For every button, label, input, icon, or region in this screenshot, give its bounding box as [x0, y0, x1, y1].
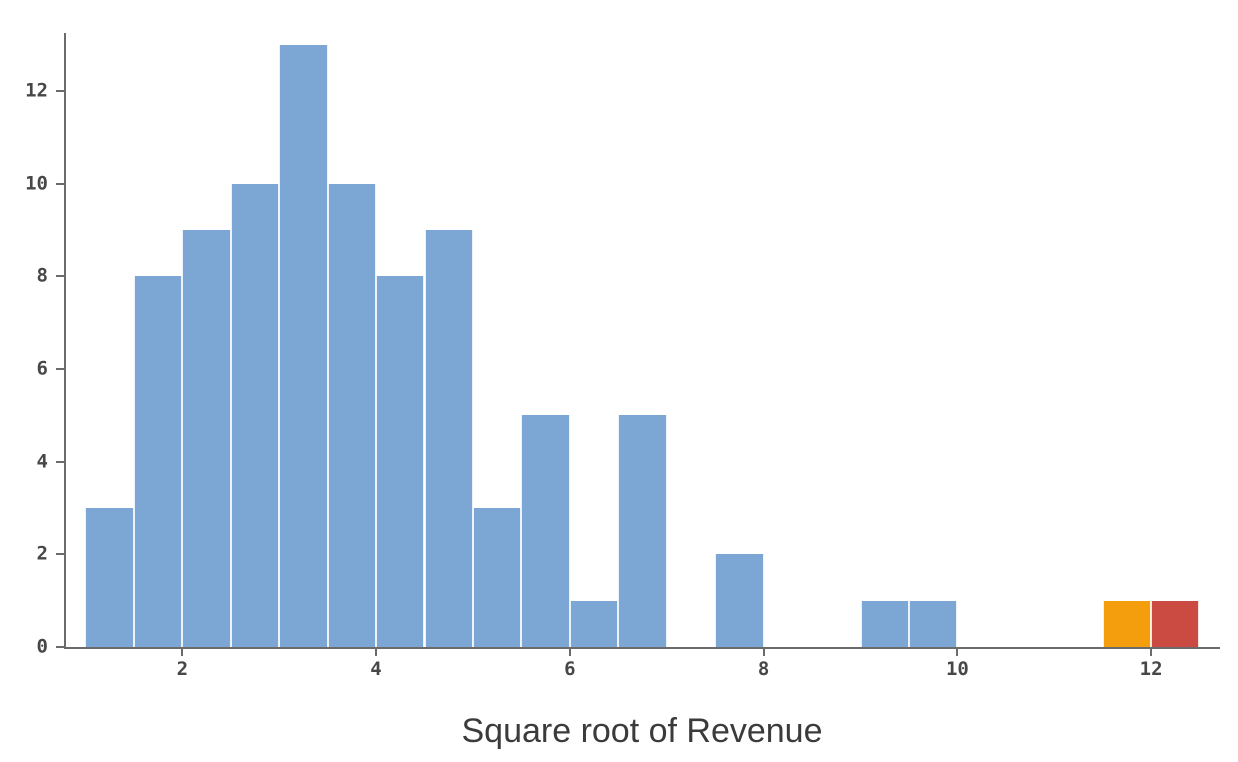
- histogram-bar-11.5-12: [1102, 600, 1152, 647]
- y-tick-label: 6: [36, 357, 48, 380]
- x-tick: [762, 649, 765, 656]
- histogram-bar-7.5-8: [715, 554, 764, 647]
- histogram-bar-6.5-7: [618, 415, 667, 647]
- y-tick-label: 0: [36, 635, 48, 658]
- histogram-bar-1.5-2: [133, 276, 183, 647]
- histogram-bar-5-5.5: [472, 508, 522, 647]
- y-tick: [56, 275, 64, 278]
- y-tick-label: 10: [25, 172, 48, 195]
- histogram-bar-2.5-3: [230, 183, 280, 647]
- x-tick-label: 2: [176, 658, 189, 680]
- y-tick-label: 4: [36, 450, 48, 473]
- y-tick: [56, 460, 64, 463]
- histogram-bar-4-4.5: [376, 276, 425, 647]
- y-tick: [56, 89, 64, 92]
- y-tick-label: 12: [25, 79, 48, 102]
- histogram-bar-9-9.5: [860, 600, 909, 647]
- x-tick: [181, 649, 184, 656]
- y-tick-label: 2: [36, 542, 48, 565]
- y-axis-line: [64, 33, 66, 649]
- x-tick: [375, 649, 377, 656]
- histogram-bar-6-6.5: [569, 600, 619, 647]
- histogram-bar-3-3.5: [279, 44, 328, 647]
- y-tick: [56, 646, 64, 648]
- x-tick-label: 6: [564, 658, 576, 680]
- histogram-bar-3.5-4: [327, 183, 376, 647]
- x-tick-label: 10: [945, 658, 969, 680]
- histogram-bar-1-1.5: [85, 508, 134, 647]
- histogram-bar-12-12.5: [1151, 600, 1200, 647]
- x-tick: [956, 649, 959, 656]
- x-tick-label: 12: [1139, 658, 1163, 680]
- x-tick-label: 4: [370, 658, 382, 680]
- x-axis-title: Square root of Revenue: [461, 712, 823, 750]
- x-tick-label: 8: [757, 658, 770, 680]
- x-axis-line: [64, 647, 1220, 649]
- y-tick: [56, 182, 64, 185]
- histogram-bar-5.5-6: [521, 415, 570, 647]
- x-tick: [1150, 649, 1153, 656]
- histogram-bar-2-2.5: [182, 229, 231, 647]
- y-tick: [56, 368, 64, 370]
- y-tick-label: 8: [36, 264, 48, 287]
- histogram-bar-9.5-10: [908, 600, 958, 647]
- histogram-bar-4.5-5: [424, 229, 473, 647]
- x-tick: [568, 649, 571, 656]
- y-tick: [56, 553, 64, 556]
